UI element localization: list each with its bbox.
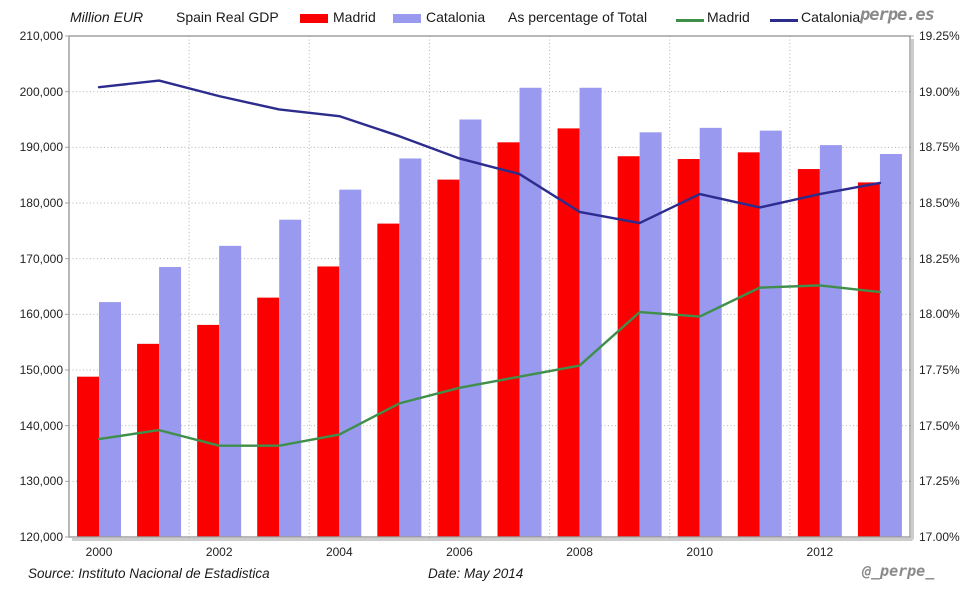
bar-madrid-2007: [497, 142, 520, 537]
legend-swatch-catalonia-line: [770, 19, 798, 22]
left-axis-label: 120,000: [19, 530, 63, 544]
x-axis-label: 2012: [806, 545, 834, 559]
bar-catalonia-2011: [759, 130, 782, 537]
bar-madrid-2000: [77, 376, 99, 537]
legend-swatch-madrid-bar: [300, 14, 328, 23]
legend-label-madrid-line: Madrid: [707, 9, 750, 25]
right-axis-label: 19.25%: [919, 29, 960, 43]
line-catalonia-pct: [97, 79, 882, 225]
legend-label-madrid-bar: Madrid: [333, 9, 376, 25]
bar-madrid-2008: [557, 128, 580, 537]
x-axis-label: 2010: [686, 545, 714, 559]
right-axis-label: 17.25%: [919, 474, 960, 489]
left-axis-label: 140,000: [19, 418, 63, 433]
date-note: Date: May 2014: [428, 566, 524, 581]
bar-catalonia-2000: [99, 302, 121, 537]
x-axis-label: 2006: [446, 545, 473, 559]
bar-madrid-2004: [317, 266, 340, 537]
right-axis-label: 17.75%: [919, 363, 960, 377]
bar-madrid-2010: [677, 159, 700, 538]
right-axis-label: 17.50%: [919, 418, 960, 433]
legend-swatch-catalonia-bar: [393, 14, 421, 23]
site-watermark: perpe.es: [860, 5, 935, 25]
twitter-handle-watermark: @_perpe_: [862, 562, 935, 580]
right-axis-label: 18.75%: [919, 140, 960, 155]
left-axis-label: 210,000: [19, 29, 63, 43]
left-axis-label: 150,000: [19, 363, 63, 377]
right-axis-label: 18.25%: [919, 251, 960, 266]
bar-catalonia-2009: [639, 132, 662, 537]
bar-madrid-2009: [617, 156, 640, 538]
bar-madrid-2002: [197, 324, 220, 537]
bar-madrid-2001: [137, 343, 160, 537]
bar-catalonia-2012: [819, 145, 842, 537]
x-axis-label: 2004: [325, 545, 353, 559]
left-axis-label: 180,000: [19, 196, 63, 210]
bar-catalonia-2005: [399, 158, 422, 537]
x-axis-label: 2002: [205, 545, 233, 559]
right-axis-label: 19.00%: [919, 84, 960, 99]
left-axis-label: 160,000: [19, 307, 63, 322]
legend-swatch-madrid-line: [676, 19, 704, 22]
chart-title: Spain Real GDP: [176, 9, 279, 25]
bar-catalonia-2006: [459, 119, 482, 537]
bar-madrid-2011: [737, 152, 760, 538]
bar-catalonia-2001: [159, 267, 182, 537]
bar-catalonia-2004: [339, 189, 362, 537]
bar-catalonia-2010: [699, 127, 722, 537]
x-axis-label: 2000: [85, 545, 113, 559]
bar-madrid-2013: [857, 182, 880, 538]
bar-catalonia-2002: [219, 245, 242, 537]
right-axis-label: 17.00%: [919, 530, 960, 544]
right-axis-label: 18.50%: [919, 196, 960, 210]
bar-madrid-2005: [377, 223, 400, 537]
bar-catalonia-2003: [279, 219, 302, 537]
source-note: Source: Instituto Nacional de Estadistic…: [28, 566, 270, 581]
left-axis-label: 130,000: [19, 474, 63, 489]
right-axis-unit-label: As percentage of Total: [508, 9, 648, 25]
left-axis-label: 200,000: [19, 84, 63, 99]
bar-madrid-2006: [437, 179, 460, 537]
bar-catalonia-2013: [879, 154, 902, 537]
legend-label-catalonia-line: Catalonia: [801, 9, 861, 25]
bar-catalonia-2008: [579, 87, 602, 538]
x-axis-label: 2008: [566, 545, 593, 559]
bar-catalonia-2007: [519, 87, 542, 538]
plot-frame: [68, 35, 911, 538]
line-madrid-pct: [97, 284, 882, 447]
legend-label-catalonia-bar: Catalonia: [426, 9, 486, 25]
right-axis-label: 18.00%: [919, 307, 960, 322]
bar-madrid-2003: [257, 297, 280, 537]
left-axis-label: 190,000: [19, 140, 63, 155]
left-axis-label: 170,000: [19, 251, 63, 266]
bar-madrid-2012: [797, 169, 820, 537]
left-axis-unit-label: Million EUR: [70, 9, 144, 25]
